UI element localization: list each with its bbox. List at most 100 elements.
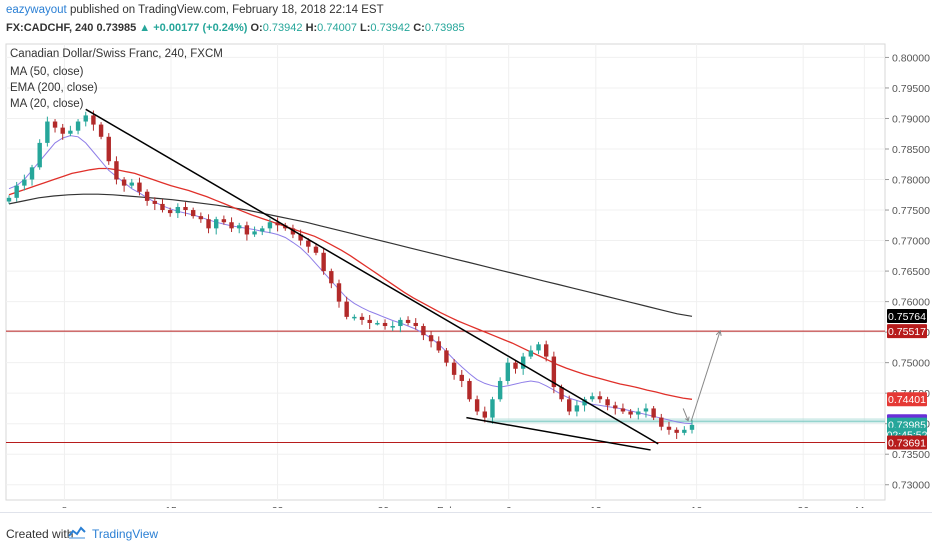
candle-body bbox=[121, 179, 127, 186]
candle-body bbox=[574, 405, 580, 412]
candle-body bbox=[543, 344, 549, 357]
grid-lines bbox=[6, 44, 885, 500]
x-axis: 8 15 22 29 Feb 6 12 19 26 Mar bbox=[62, 505, 874, 517]
candle-body bbox=[214, 219, 219, 229]
candle-body bbox=[275, 222, 280, 226]
candle-body bbox=[497, 380, 503, 400]
candle-body bbox=[45, 121, 50, 143]
candle-body bbox=[674, 429, 679, 433]
x-tick-label: 19 bbox=[691, 505, 703, 508]
candle-body bbox=[313, 246, 319, 253]
y-tick-label: 0.79000 bbox=[892, 113, 930, 125]
price-label: 0.73691 bbox=[888, 438, 926, 450]
author-link[interactable]: eazywayout bbox=[6, 4, 67, 16]
candle-body bbox=[567, 399, 572, 412]
candle-body bbox=[52, 121, 58, 128]
candle-body bbox=[68, 130, 73, 134]
candle-body bbox=[482, 411, 487, 418]
candle-body bbox=[252, 231, 257, 235]
pullback-arrow bbox=[682, 408, 689, 421]
candle-body bbox=[436, 341, 441, 351]
price-label-bg bbox=[887, 435, 927, 450]
candle-body bbox=[359, 316, 365, 320]
close-value: 0.73985 bbox=[424, 22, 465, 34]
candle-body bbox=[160, 203, 165, 211]
candle-body bbox=[14, 185, 19, 198]
candle-body bbox=[444, 350, 449, 363]
candle-body bbox=[91, 115, 96, 125]
candle-body bbox=[106, 136, 111, 162]
ma50-line bbox=[8, 167, 693, 400]
tradingview-brand-link[interactable]: TradingView bbox=[92, 527, 159, 541]
candle-body bbox=[375, 322, 380, 325]
x-tick-label: 8 bbox=[62, 505, 68, 508]
candle-body bbox=[405, 319, 411, 323]
candle-body bbox=[520, 356, 526, 369]
publish-info: eazywayout published on TradingView.com,… bbox=[6, 4, 384, 16]
x-tick-label: 26 bbox=[797, 505, 809, 508]
candle-body bbox=[221, 219, 227, 223]
candle-body bbox=[206, 219, 211, 229]
candle-body bbox=[352, 316, 357, 319]
candle-body bbox=[167, 210, 173, 214]
y-tick-label: 0.73500 bbox=[892, 449, 930, 461]
candle-body bbox=[666, 426, 672, 430]
candle-body bbox=[344, 301, 349, 317]
x-tick-label: 15 bbox=[165, 505, 177, 508]
published-text: published on TradingView.com, February 1… bbox=[69, 4, 384, 16]
candle-body bbox=[643, 408, 649, 412]
y-tick-label: 0.78500 bbox=[892, 144, 930, 156]
candle-body bbox=[689, 424, 695, 430]
candle-body bbox=[613, 405, 618, 409]
candle-body bbox=[390, 326, 395, 328]
legend-ema200: EMA (200, close) bbox=[10, 82, 98, 94]
candle-body bbox=[260, 228, 265, 232]
candle-body bbox=[6, 197, 12, 202]
candle-body bbox=[421, 326, 426, 336]
candle-body bbox=[682, 429, 687, 433]
target-arrow bbox=[690, 330, 721, 422]
candle-body bbox=[490, 399, 495, 418]
candle-body bbox=[628, 411, 633, 415]
candle-body bbox=[413, 322, 418, 327]
legend-ma20: MA (20, close) bbox=[10, 98, 84, 110]
candle-body bbox=[298, 234, 303, 241]
x-tick-label: 29 bbox=[378, 505, 390, 508]
ema200-line bbox=[8, 193, 693, 317]
price-label-bg bbox=[887, 324, 927, 339]
candle-body bbox=[459, 374, 464, 381]
candle-body bbox=[398, 319, 403, 327]
lower-trendline bbox=[466, 416, 651, 451]
candle-body bbox=[114, 161, 119, 180]
candle-body bbox=[590, 396, 595, 400]
candle-body bbox=[582, 399, 587, 406]
candle-body bbox=[98, 124, 104, 137]
quote-line: FX:CADCHF, 240 0.73985 ▲ +0.00177 (+0.24… bbox=[6, 22, 465, 34]
price-label-bg bbox=[887, 309, 927, 324]
chart-header: eazywayout published on TradingView.com,… bbox=[0, 0, 932, 40]
candle-body bbox=[75, 121, 81, 131]
candle-body bbox=[229, 222, 234, 229]
y-tick-label: 0.79500 bbox=[892, 83, 930, 95]
candle-body bbox=[382, 322, 388, 327]
candle-body bbox=[659, 417, 664, 427]
chart-canvas[interactable]: 8 15 22 29 Feb 6 12 19 26 Mar 0.80000 0.79500 0.790… bbox=[0, 40, 932, 517]
plot-area bbox=[5, 43, 886, 501]
candle-body bbox=[428, 335, 434, 342]
candle-body bbox=[551, 356, 557, 388]
candle-body bbox=[183, 206, 188, 211]
candle-body bbox=[505, 362, 511, 381]
candle-body bbox=[336, 283, 342, 302]
candle-body bbox=[283, 225, 288, 229]
price-chart[interactable]: 8 15 22 29 Feb 6 12 19 26 Mar 0.80000 0.79500 0.790… bbox=[0, 40, 932, 517]
candle-body bbox=[129, 182, 134, 186]
price-label-bg bbox=[887, 392, 927, 407]
candle-body bbox=[528, 350, 534, 357]
candle-body bbox=[22, 179, 27, 186]
trendlines bbox=[85, 108, 722, 451]
candle-body bbox=[651, 408, 656, 418]
candles bbox=[6, 110, 695, 439]
open-label: O: bbox=[250, 22, 263, 34]
candle-body bbox=[329, 271, 334, 284]
last-price: 0.73985 bbox=[96, 22, 137, 34]
